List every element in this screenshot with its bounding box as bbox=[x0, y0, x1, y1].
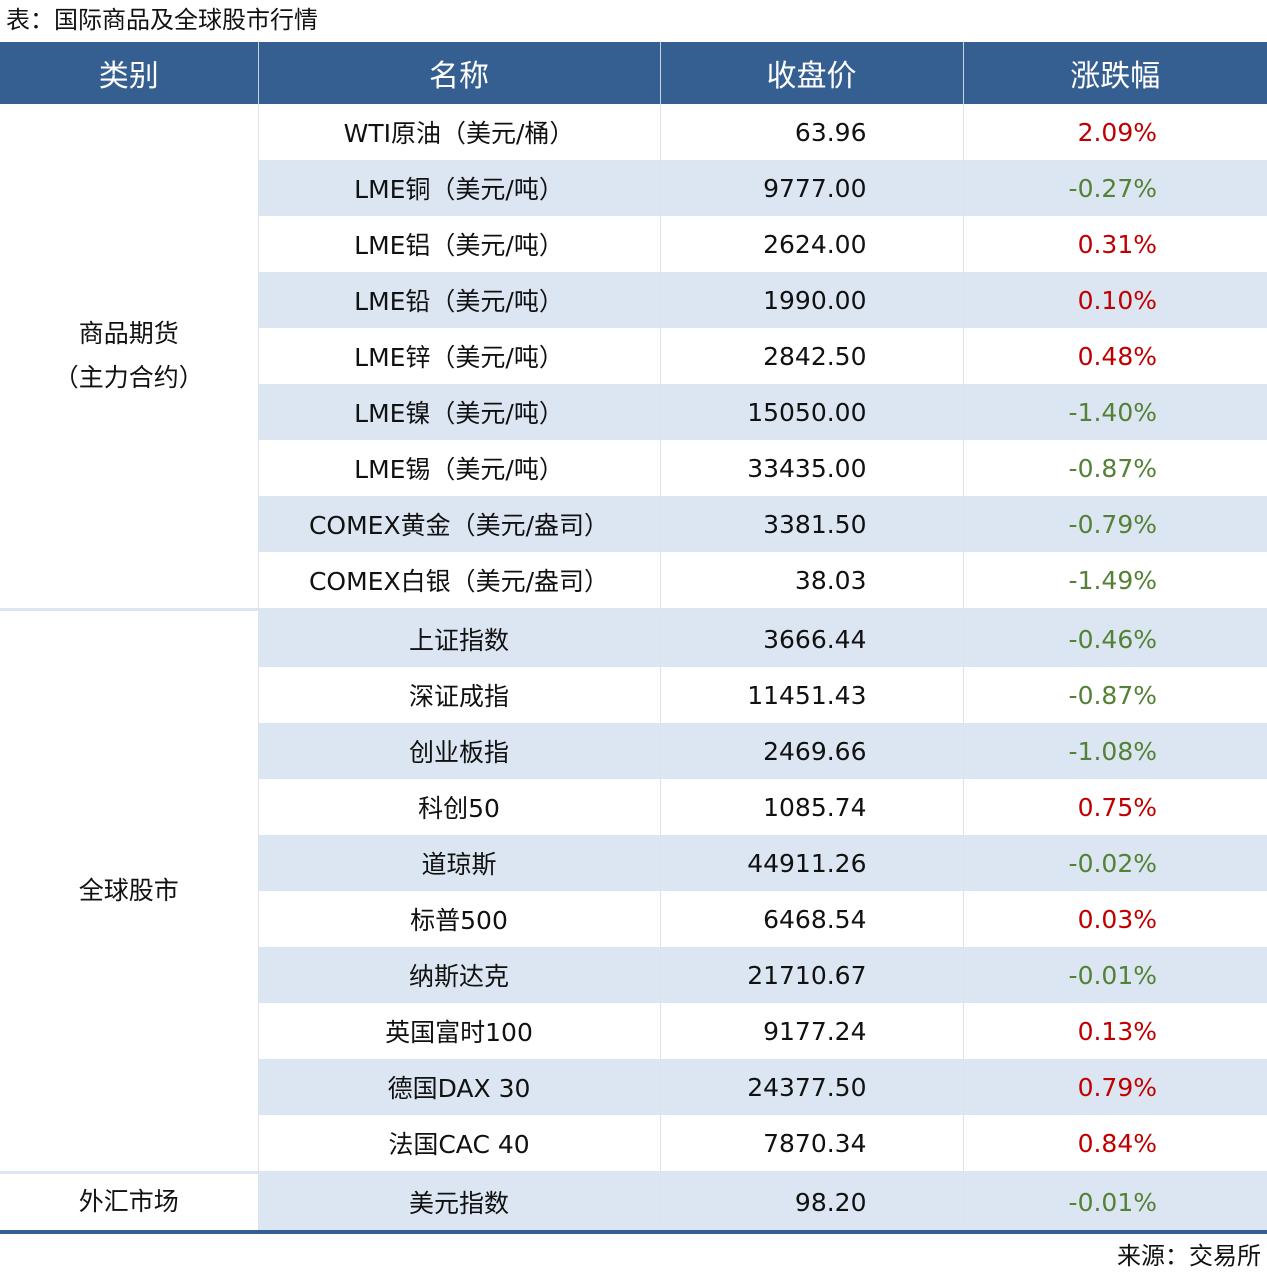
name-cell: LME镍（美元/吨） bbox=[257, 384, 660, 440]
change-cell: -0.01% bbox=[962, 947, 1267, 1003]
category-cell: 外汇市场 bbox=[0, 1171, 258, 1234]
table-row: 法国CAC 40 7870.34 0.84% bbox=[0, 1115, 1267, 1173]
table-row: 英国富时100 9177.24 0.13% bbox=[0, 1003, 1267, 1059]
header-name: 名称 bbox=[257, 42, 660, 104]
close-cell: 63.96 bbox=[659, 104, 963, 160]
close-cell: 2624.00 bbox=[659, 216, 963, 272]
name-cell: 纳斯达克 bbox=[257, 947, 660, 1003]
change-cell: -0.87% bbox=[962, 440, 1267, 496]
name-cell: 法国CAC 40 bbox=[257, 1115, 660, 1173]
table-row: LME铝（美元/吨） 2624.00 0.31% bbox=[0, 216, 1267, 272]
name-cell: 英国富时100 bbox=[257, 1003, 660, 1059]
close-cell: 9777.00 bbox=[659, 160, 963, 216]
table-row: COMEX白银（美元/盎司） 38.03 -1.49% bbox=[0, 552, 1267, 610]
market-table: 类别 名称 收盘价 涨跌幅 商品期货 （主力合约） WTI原油（美元/桶） 63.9… bbox=[0, 42, 1267, 1234]
change-cell: -0.01% bbox=[962, 1171, 1267, 1234]
header-category: 类别 bbox=[0, 42, 258, 104]
header-change: 涨跌幅 bbox=[962, 42, 1267, 104]
change-cell: 0.48% bbox=[962, 328, 1267, 384]
close-cell: 15050.00 bbox=[659, 384, 963, 440]
name-cell: 上证指数 bbox=[257, 608, 660, 667]
change-cell: 0.10% bbox=[962, 272, 1267, 328]
table-row: 外汇市场 美元指数 98.20 -0.01% bbox=[0, 1171, 1267, 1234]
table-row: 深证成指 11451.43 -0.87% bbox=[0, 667, 1267, 723]
close-cell: 11451.43 bbox=[659, 667, 963, 723]
table-row: 标普500 6468.54 0.03% bbox=[0, 891, 1267, 947]
change-cell: -0.02% bbox=[962, 835, 1267, 891]
change-cell: -0.87% bbox=[962, 667, 1267, 723]
table-row: 道琼斯 44911.26 -0.02% bbox=[0, 835, 1267, 891]
name-cell: 科创50 bbox=[257, 779, 660, 835]
change-cell: -0.79% bbox=[962, 496, 1267, 552]
change-cell: 0.13% bbox=[962, 1003, 1267, 1059]
name-cell: 德国DAX 30 bbox=[257, 1059, 660, 1115]
name-cell: LME铝（美元/吨） bbox=[257, 216, 660, 272]
table-row: 全球股市 上证指数 3666.44 -0.46% bbox=[0, 608, 1267, 1173]
close-cell: 1085.74 bbox=[659, 779, 963, 835]
table-row: 纳斯达克 21710.67 -0.01% bbox=[0, 947, 1267, 1003]
name-cell: 美元指数 bbox=[257, 1171, 660, 1234]
name-cell: 深证成指 bbox=[257, 667, 660, 723]
close-cell: 3666.44 bbox=[659, 608, 963, 667]
change-cell: -0.46% bbox=[962, 608, 1267, 667]
name-cell: LME铅（美元/吨） bbox=[257, 272, 660, 328]
header-close: 收盘价 bbox=[659, 42, 963, 104]
category-cell: 商品期货 （主力合约） bbox=[0, 104, 258, 610]
source-note: 来源：交易所 bbox=[1117, 1242, 1261, 1270]
change-cell: -1.49% bbox=[962, 552, 1267, 610]
table-row: LME锌（美元/吨） 2842.50 0.48% bbox=[0, 328, 1267, 384]
name-cell: WTI原油（美元/桶） bbox=[257, 104, 660, 160]
close-cell: 98.20 bbox=[659, 1171, 963, 1234]
close-cell: 33435.00 bbox=[659, 440, 963, 496]
name-cell: LME铜（美元/吨） bbox=[257, 160, 660, 216]
close-cell: 7870.34 bbox=[659, 1115, 963, 1173]
close-cell: 9177.24 bbox=[659, 1003, 963, 1059]
change-cell: 0.31% bbox=[962, 216, 1267, 272]
table-row: LME铜（美元/吨） 9777.00 -0.27% bbox=[0, 160, 1267, 216]
change-cell: 0.03% bbox=[962, 891, 1267, 947]
close-cell: 3381.50 bbox=[659, 496, 963, 552]
header-row: 类别 名称 收盘价 涨跌幅 bbox=[0, 42, 1267, 104]
table-row: LME锡（美元/吨） 33435.00 -0.87% bbox=[0, 440, 1267, 496]
name-cell: LME锡（美元/吨） bbox=[257, 440, 660, 496]
close-cell: 44911.26 bbox=[659, 835, 963, 891]
name-cell: 创业板指 bbox=[257, 723, 660, 779]
table-row: COMEX黄金（美元/盎司） 3381.50 -0.79% bbox=[0, 496, 1267, 552]
name-cell: 道琼斯 bbox=[257, 835, 660, 891]
change-cell: 0.75% bbox=[962, 779, 1267, 835]
table-row: 科创50 1085.74 0.75% bbox=[0, 779, 1267, 835]
table-row: LME镍（美元/吨） 15050.00 -1.40% bbox=[0, 384, 1267, 440]
name-cell: COMEX黄金（美元/盎司） bbox=[257, 496, 660, 552]
table-row: LME铅（美元/吨） 1990.00 0.10% bbox=[0, 272, 1267, 328]
close-cell: 2469.66 bbox=[659, 723, 963, 779]
name-cell: COMEX白银（美元/盎司） bbox=[257, 552, 660, 610]
category-cell: 全球股市 bbox=[0, 608, 258, 1173]
table-row: 商品期货 （主力合约） WTI原油（美元/桶） 63.96 2.09% bbox=[0, 104, 1267, 610]
close-cell: 38.03 bbox=[659, 552, 963, 610]
close-cell: 21710.67 bbox=[659, 947, 963, 1003]
change-cell: -1.40% bbox=[962, 384, 1267, 440]
close-cell: 24377.50 bbox=[659, 1059, 963, 1115]
change-cell: 0.79% bbox=[962, 1059, 1267, 1115]
table-title: 表：国际商品及全球股市行情 bbox=[6, 6, 318, 34]
close-cell: 1990.00 bbox=[659, 272, 963, 328]
name-cell: LME锌（美元/吨） bbox=[257, 328, 660, 384]
change-cell: 0.84% bbox=[962, 1115, 1267, 1173]
table-row: 德国DAX 30 24377.50 0.79% bbox=[0, 1059, 1267, 1115]
close-cell: 6468.54 bbox=[659, 891, 963, 947]
change-cell: -0.27% bbox=[962, 160, 1267, 216]
name-cell: 标普500 bbox=[257, 891, 660, 947]
table-row: 创业板指 2469.66 -1.08% bbox=[0, 723, 1267, 779]
close-cell: 2842.50 bbox=[659, 328, 963, 384]
change-cell: -1.08% bbox=[962, 723, 1267, 779]
change-cell: 2.09% bbox=[962, 104, 1267, 160]
